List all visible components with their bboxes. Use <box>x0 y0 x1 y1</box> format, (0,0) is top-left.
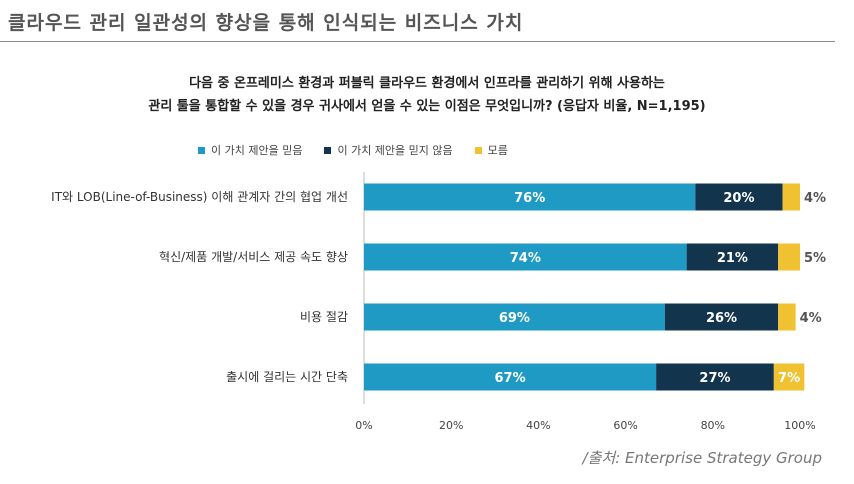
bar-data-label: 5% <box>804 251 826 266</box>
bar-data-label: 21% <box>717 251 748 266</box>
category-label: IT와 LOB(Line-of-Business) 이해 관계자 간의 협업 개… <box>51 190 348 204</box>
x-tick-label: 0% <box>355 419 372 432</box>
chart-title-line-2: 관리 툴을 통합할 수 있을 경우 귀사에서 얻을 수 있는 이점은 무엇입니까… <box>148 99 706 114</box>
x-tick-label: 40% <box>526 419 550 432</box>
category-label: 혁신/제품 개발/서비스 제공 속도 향상 <box>159 250 348 264</box>
legend-swatch-unknown <box>474 146 482 154</box>
bar-segment <box>364 243 687 271</box>
legend-item-believe: 이 가치 제안을 믿음 <box>198 142 302 158</box>
bar-segment <box>664 303 779 331</box>
legend-swatch-believe <box>198 146 205 154</box>
bar-data-label: 27% <box>699 371 730 386</box>
x-tick-label: 20% <box>439 419 463 432</box>
bar-data-label: 69% <box>499 311 530 326</box>
bar-segment <box>686 243 779 271</box>
legend-item-unknown: 모름 <box>474 142 508 158</box>
bar-data-label: 67% <box>494 371 525 386</box>
x-tick-label: 80% <box>701 419 725 432</box>
bar-segment <box>364 363 657 391</box>
category-label: 출시에 걸리는 시간 단축 <box>226 370 348 384</box>
bar-segment <box>695 183 783 211</box>
bar-data-label: 4% <box>800 311 822 326</box>
bar-segment <box>656 363 774 391</box>
bar-segment <box>782 183 800 211</box>
legend-label-unknown: 모름 <box>487 144 508 157</box>
page-title: 클라우드 관리 일관성의 향상을 통해 인식되는 비즈니스 가치 <box>8 12 524 34</box>
bar-data-label: 20% <box>723 191 754 206</box>
legend-swatch-not-believe <box>324 146 332 154</box>
bar-data-label: 26% <box>706 311 737 326</box>
bar-segment <box>778 243 800 271</box>
source-note: /출처: Enterprise Strategy Group <box>582 449 822 467</box>
chart-legend: 이 가치 제안을 믿음 이 가치 제안을 믿지 않음 모름 <box>198 142 508 158</box>
category-label: 비용 절감 <box>300 310 348 324</box>
bar-segment <box>778 303 796 331</box>
legend-label-not-believe: 이 가치 제안을 믿지 않음 <box>337 144 453 157</box>
bar-segment <box>364 303 665 331</box>
bar-data-label: 74% <box>510 251 541 266</box>
chart-title-line-1: 다음 중 온프레미스 환경과 퍼블릭 클라우드 환경에서 인프라를 관리하기 위… <box>189 76 665 91</box>
bar-segment <box>364 183 696 211</box>
bar-data-label: 7% <box>778 371 800 386</box>
legend-label-believe: 이 가치 제안을 믿음 <box>211 144 303 157</box>
x-tick-label: 60% <box>613 419 637 432</box>
x-tick-label: 100% <box>784 419 815 432</box>
bar-segment <box>773 363 805 391</box>
bar-data-label: 76% <box>514 191 545 206</box>
title-divider <box>0 41 835 42</box>
legend-item-not-believe: 이 가치 제안을 믿지 않음 <box>324 142 453 158</box>
bar-data-label: 4% <box>804 191 826 206</box>
